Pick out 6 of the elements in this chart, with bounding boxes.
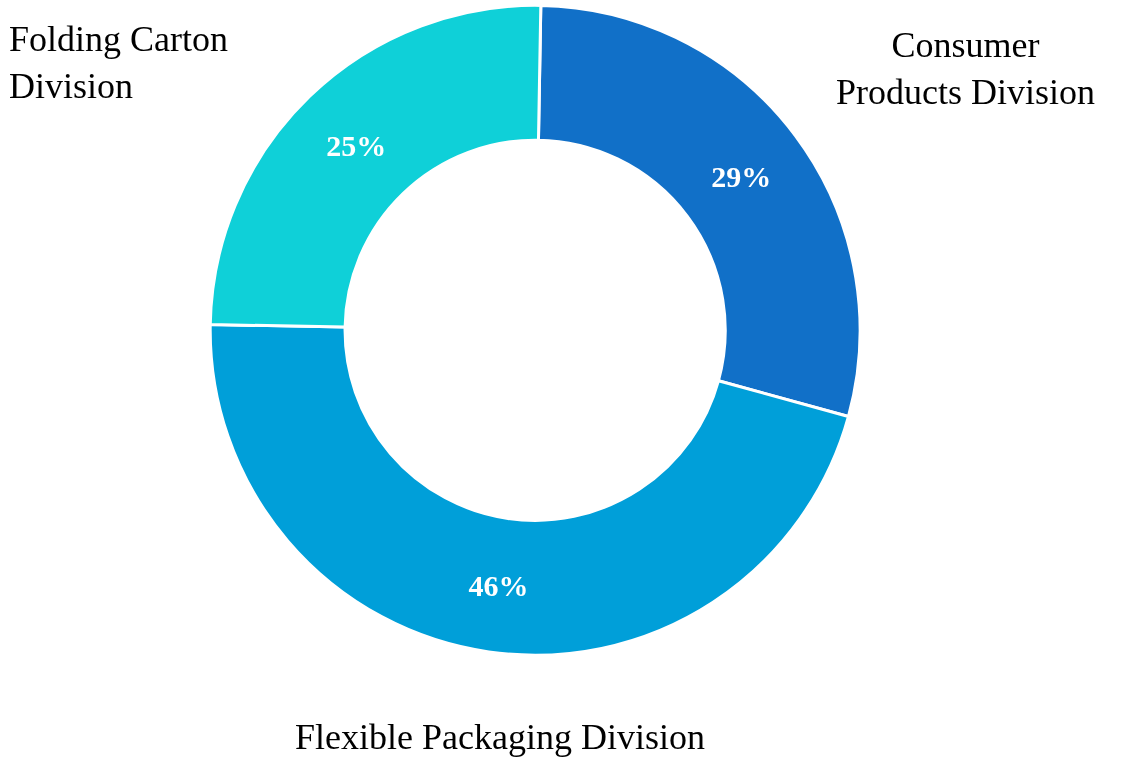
data-label: 29% xyxy=(711,159,772,193)
data-label: 25% xyxy=(326,128,387,162)
slice-label: Consumer Products Division xyxy=(836,25,1096,112)
slice-label: Folding Carton Division xyxy=(9,19,229,106)
data-label: 46% xyxy=(468,568,529,602)
slice-label: Flexible Packaging Division xyxy=(295,717,705,757)
